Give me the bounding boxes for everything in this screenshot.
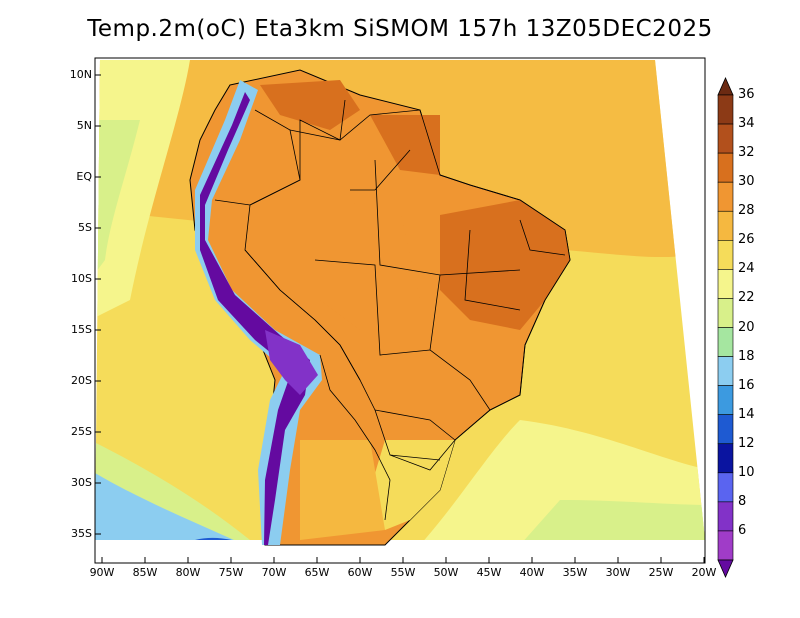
lat-ticks (95, 74, 101, 535)
pacific-green-band (95, 120, 140, 280)
north-amazon-zone (370, 115, 440, 175)
lat-label-10s: 10S (71, 272, 92, 285)
colorbar-segment (717, 298, 734, 328)
peru-bolivia-border (244, 249, 361, 381)
colorbar-segment (717, 123, 734, 154)
colorbar-segment (717, 414, 734, 445)
lat-label-20s: 20S (71, 374, 92, 387)
lon-label-40w: 40W (519, 566, 545, 579)
state-lines-2 (429, 274, 491, 411)
andes-inner (200, 92, 310, 545)
colorbar-label: 36 (738, 87, 755, 102)
lat-label-15s: 15S (71, 323, 92, 336)
lon-ticks (101, 557, 705, 563)
lon-label-90w: 90W (89, 566, 115, 579)
lat-label-eq: EQ (76, 170, 92, 183)
state-lines-6 (389, 454, 441, 461)
colorbar-segment (717, 472, 734, 503)
colorbar-label: 28 (738, 203, 755, 219)
lon-label-35w: 35W (562, 566, 588, 579)
lon-label-80w: 80W (175, 566, 201, 579)
lat-label-5s: 5S (78, 221, 92, 234)
colorbar-label: 20 (738, 319, 755, 335)
colorbar-segment (717, 385, 734, 415)
venezuela-border (289, 99, 346, 141)
colorbar-segment (717, 240, 734, 270)
colorbar-label: 8 (738, 493, 747, 509)
northeast-hot-zone (440, 200, 570, 330)
argentina-border (319, 354, 391, 521)
lat-label-30s: 30S (71, 476, 92, 489)
colorbar-segment (717, 501, 734, 532)
andes-core (265, 330, 318, 395)
colorbar-bottom-arrow (717, 559, 734, 578)
lat-label-5n: 5N (76, 119, 92, 132)
colorbar-label: 22 (738, 290, 755, 306)
colorbar-label: 24 (738, 261, 755, 277)
colorbar-segment (717, 443, 734, 474)
colorbar-label: 16 (738, 377, 755, 393)
colorbar (717, 77, 734, 578)
colorbar-segment (717, 94, 734, 125)
lon-label-30w: 30W (605, 566, 631, 579)
lon-label-70w: 70W (261, 566, 287, 579)
colorbar-label: 12 (738, 435, 755, 451)
southern-cool-zone (370, 440, 455, 530)
colorbar-top-arrow (717, 77, 734, 96)
lon-label-20w: 20W (691, 566, 717, 579)
state-lines-3 (314, 259, 431, 356)
state-lines-1 (374, 159, 521, 276)
colorbar-segment (717, 181, 734, 212)
south-atlantic-green (520, 500, 705, 540)
colorbar-segment (717, 210, 734, 241)
colorbar-label: 6 (738, 522, 747, 538)
state-lines-5 (374, 409, 456, 441)
colorbar-label: 26 (738, 232, 755, 248)
colorbar-label: 34 (738, 116, 755, 132)
lat-label-10n: 10N (69, 68, 92, 81)
lon-label-55w: 55W (390, 566, 416, 579)
colorbar-segment (717, 356, 734, 386)
lon-label-25w: 25W (648, 566, 674, 579)
south-pacific-deep (195, 537, 250, 540)
map-title: Temp.2m(oC) Eta3km SiSMOM 157h 13Z05DEC2… (87, 16, 713, 42)
lon-label-85w: 85W (132, 566, 158, 579)
lon-label-50w: 50W (433, 566, 459, 579)
colorbar-segment (717, 152, 734, 183)
lat-label-35s: 35S (71, 527, 92, 540)
lon-label-60w: 60W (347, 566, 373, 579)
state-lines-4 (464, 229, 521, 311)
lon-label-75w: 75W (218, 566, 244, 579)
central-hot-zone (320, 200, 420, 330)
colorbar-segment (717, 530, 734, 561)
country-boundaries (214, 99, 571, 521)
colombia-border (214, 109, 301, 206)
colorbar-segment (717, 327, 734, 357)
map-frame (94, 57, 706, 564)
state-lines-7 (519, 219, 566, 256)
lat-label-25s: 25S (71, 425, 92, 438)
northern-hot-zone (260, 80, 360, 130)
andes-outer (195, 80, 322, 545)
colorbar-segment (717, 269, 734, 299)
colorbar-label: 10 (738, 464, 755, 480)
colorbar-label: 32 (738, 145, 755, 161)
lon-label-65w: 65W (304, 566, 330, 579)
colorbar-label: 14 (738, 406, 755, 422)
pampas-zone (300, 440, 385, 540)
colorbar-label: 18 (738, 348, 755, 364)
south-pacific-cold (95, 470, 245, 540)
lon-label-45w: 45W (476, 566, 502, 579)
state-lines-8 (350, 149, 411, 191)
colorbar-label: 30 (738, 174, 755, 190)
